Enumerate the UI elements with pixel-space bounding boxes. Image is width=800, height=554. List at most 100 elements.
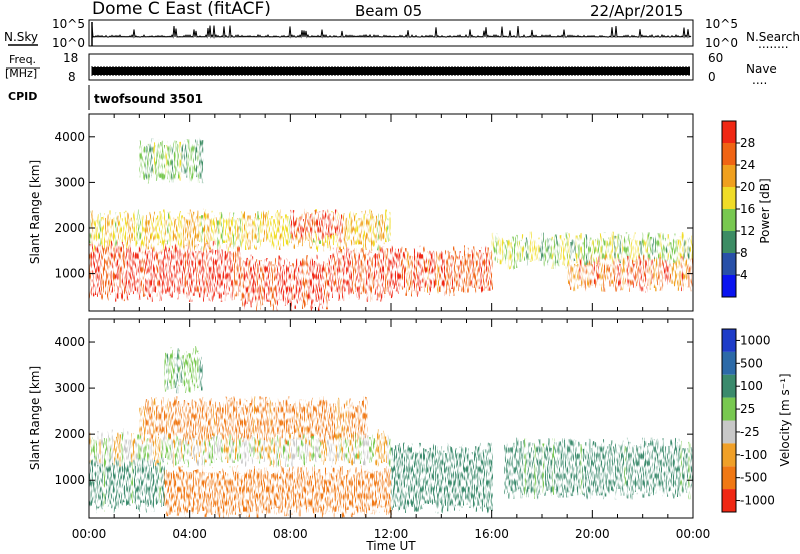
freq-right-tick-bottom: 0 <box>708 70 716 84</box>
velocity-xaxis-ticks <box>88 319 694 518</box>
data-cell <box>587 262 590 288</box>
data-cell <box>145 145 148 180</box>
data-cell <box>113 217 115 248</box>
data-cell <box>299 399 302 438</box>
data-cell <box>567 264 570 284</box>
data-cell <box>449 251 451 297</box>
data-cell <box>339 406 342 438</box>
data-cell <box>142 246 145 297</box>
data-cell <box>306 467 309 513</box>
data-cell <box>185 139 188 178</box>
data-cell <box>379 434 381 460</box>
data-cell <box>330 255 333 293</box>
data-cell <box>324 467 327 515</box>
data-cell <box>340 214 343 243</box>
data-cell <box>543 235 546 267</box>
data-cell <box>135 218 137 250</box>
data-cell <box>115 212 117 246</box>
data-cell <box>280 257 282 301</box>
data-cell <box>675 239 678 264</box>
data-cell <box>306 255 308 305</box>
data-cell <box>251 434 253 465</box>
data-cell <box>646 445 649 493</box>
data-cell <box>159 142 162 178</box>
data-cell <box>273 432 275 468</box>
data-cell <box>197 210 199 242</box>
data-cell <box>293 403 296 439</box>
data-cell <box>204 472 207 517</box>
station-title: Dome C East (fitACF) <box>92 0 271 19</box>
data-cell <box>644 440 647 493</box>
data-cell <box>362 247 365 295</box>
data-cell <box>361 211 363 245</box>
data-cell <box>565 232 568 270</box>
data-cell <box>171 146 174 183</box>
data-cell <box>190 353 193 383</box>
data-cell <box>601 262 604 292</box>
data-cell <box>397 444 399 512</box>
data-cell <box>258 468 261 510</box>
data-cell <box>369 437 371 463</box>
data-cell <box>195 401 198 435</box>
data-cell <box>321 396 324 442</box>
data-cell <box>111 237 113 293</box>
data-cell <box>527 241 530 261</box>
data-cell <box>363 396 366 435</box>
data-cell <box>164 469 167 515</box>
data-cell <box>149 143 152 178</box>
power-colorbar-tick-label: 28 <box>740 136 755 150</box>
data-cell <box>210 248 213 302</box>
data-cell <box>294 476 297 511</box>
data-cell <box>611 231 614 264</box>
data-cell <box>270 261 272 307</box>
data-cell <box>479 250 481 289</box>
velocity-colorbar: 1000 500 100 25 -25 -100 -500 -1000 <box>721 328 775 513</box>
data-cell <box>308 217 311 233</box>
data-cell <box>337 430 339 461</box>
data-cell <box>290 265 292 311</box>
data-cell <box>423 448 425 505</box>
data-cell <box>147 438 149 461</box>
data-cell <box>421 254 423 288</box>
data-cell <box>228 251 231 292</box>
data-cell <box>455 448 457 507</box>
data-cell <box>289 429 291 459</box>
data-cell <box>109 210 111 245</box>
data-cell <box>649 236 652 261</box>
data-cell <box>491 246 493 290</box>
data-cell <box>314 471 317 518</box>
data-cell <box>188 472 191 512</box>
data-cell <box>145 214 147 249</box>
data-cell <box>319 397 322 443</box>
data-cell <box>144 242 147 296</box>
data-cell <box>298 265 300 302</box>
data-cell <box>361 439 363 460</box>
data-cell <box>121 432 123 464</box>
data-cell <box>203 401 206 440</box>
data-cell <box>188 245 191 302</box>
time-tick-label: 00:00 <box>72 527 107 541</box>
data-cell <box>668 445 671 492</box>
data-cell <box>165 219 167 242</box>
data-cell <box>649 260 652 290</box>
data-cell <box>401 450 403 509</box>
data-cell <box>229 433 231 468</box>
data-cell <box>258 260 260 306</box>
data-cell <box>219 402 222 435</box>
data-cell <box>140 245 143 291</box>
data-cell <box>283 439 285 459</box>
data-cell <box>333 403 336 444</box>
data-cell <box>167 140 170 180</box>
data-cell <box>119 434 121 467</box>
data-cell <box>459 251 461 288</box>
data-cell <box>353 435 355 464</box>
data-cell <box>123 244 125 302</box>
data-cell <box>555 234 558 264</box>
data-cell <box>363 430 365 466</box>
data-cell <box>411 256 413 297</box>
data-cell <box>669 263 672 283</box>
data-cell <box>221 211 223 244</box>
data-cell <box>353 210 355 245</box>
data-cell <box>609 264 612 287</box>
data-cell <box>165 437 167 458</box>
